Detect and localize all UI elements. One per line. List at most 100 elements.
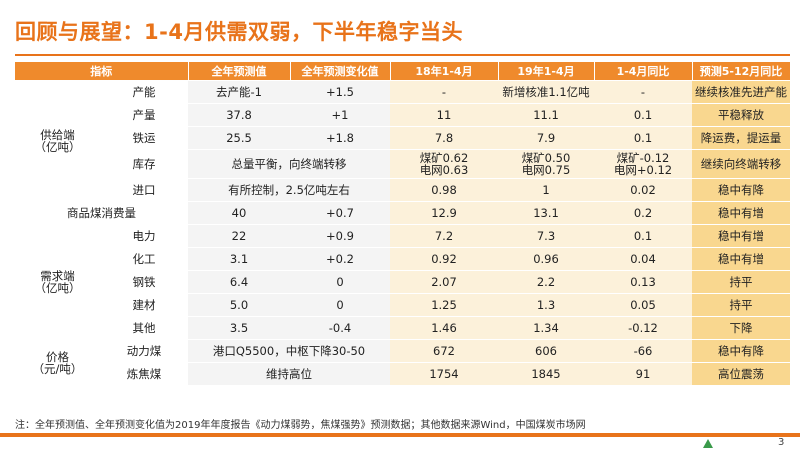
forecast-change: +1.8	[290, 126, 390, 150]
value-2019: 煤矿0.50 电网0.75	[498, 149, 594, 179]
value-2018: 1.25	[390, 293, 498, 317]
table-row: 供给端 （亿吨） 产能 去产能-1 +1.5 - 新增核准1.1亿吨 - 继续核…	[15, 80, 790, 202]
category-demand-label: 需求端	[40, 269, 75, 283]
value-2018: 1754	[390, 362, 498, 385]
forecast-merged: 港口Q5500，中枢下降30-50	[188, 339, 390, 363]
value-yoy-mine: 煤矿-0.12	[616, 151, 670, 165]
value-yoy: 0.1	[594, 103, 692, 127]
value-2018: 12.9	[390, 201, 498, 225]
value-yoy: 0.02	[594, 178, 692, 202]
row-item: 电力	[100, 224, 188, 248]
forecast-value: 3.5	[188, 316, 290, 340]
row-item: 库存	[100, 149, 188, 179]
page-title: 回顾与展望：1-4月供需双弱，下半年稳字当头	[15, 20, 463, 44]
value-2018: 7.8	[390, 126, 498, 150]
value-2018: 1.46	[390, 316, 498, 340]
table-row: 建材 5.0 0 1.25 1.3 0.05 持平	[15, 293, 790, 317]
prediction: 持平	[692, 270, 790, 294]
value-2019: 新增核准1.1亿吨	[498, 80, 594, 104]
forecast-value: 5.0	[188, 293, 290, 317]
value-2018: -	[390, 80, 498, 104]
value-2018: 11	[390, 103, 498, 127]
row-item: 炼焦煤	[100, 362, 188, 385]
value-yoy: 0.05	[594, 293, 692, 317]
row-item: 动力煤	[100, 339, 188, 363]
forecast-change: 0	[290, 293, 390, 317]
value-2019: 13.1	[498, 201, 594, 225]
value-2018: 0.92	[390, 247, 498, 271]
forecast-change: 0	[290, 270, 390, 294]
value-2019: 7.3	[498, 224, 594, 248]
value-yoy: 0.13	[594, 270, 692, 294]
table-row: 库存 总量平衡，向终端转移 煤矿0.62 电网0.63 煤矿0.50 电网0.7…	[15, 149, 790, 179]
row-item: 铁运	[100, 126, 188, 150]
row-item: 商品煤消费量	[15, 201, 188, 225]
col-header-yoy: 1-4月同比	[594, 62, 693, 81]
forecast-value: 25.5	[188, 126, 290, 150]
value-yoy: 0.1	[594, 224, 692, 248]
col-header-forecast: 全年预测值	[188, 62, 291, 81]
value-2018: 煤矿0.62 电网0.63	[390, 149, 498, 179]
category-price-label: 价格	[46, 349, 69, 364]
value-2019: 1	[498, 178, 594, 202]
table-row: 价格 （元/吨） 动力煤 港口Q5500，中枢下降30-50 672 606 -…	[15, 339, 790, 385]
value-2018: 0.98	[390, 178, 498, 202]
value-2019-grid: 电网0.75	[521, 163, 571, 177]
col-header-2019: 19年1-4月	[498, 62, 595, 81]
forecast-change: +0.7	[290, 201, 390, 225]
forecast-change: +0.9	[290, 224, 390, 248]
forecast-change: +0.2	[290, 247, 390, 271]
value-yoy: 0.04	[594, 247, 692, 271]
prediction: 高位震荡	[692, 362, 790, 385]
value-2019: 606	[498, 339, 594, 363]
table-row: 产量 37.8 +1 11 11.1 0.1 平稳释放	[15, 103, 790, 127]
category-demand: 需求端 （亿吨）	[15, 224, 100, 340]
col-header-change: 全年预测变化值	[290, 62, 391, 81]
table-row: 需求端 （亿吨） 电力 22 +0.9 7.2 7.3 0.1 稳中有增	[15, 224, 790, 340]
table-row: 炼焦煤 维持高位 1754 1845 91 高位震荡	[15, 362, 790, 385]
prediction: 稳中有降	[692, 178, 790, 202]
value-yoy: 0.1	[594, 126, 692, 150]
prediction: 稳中有增	[692, 201, 790, 225]
col-header-2018: 18年1-4月	[390, 62, 499, 81]
category-demand-unit: （亿吨）	[34, 281, 81, 295]
header-row: 指标 全年预测值 全年预测变化值 18年1-4月 19年1-4月 1-4月同比 …	[15, 62, 791, 81]
row-item: 其他	[100, 316, 188, 340]
value-2019: 0.96	[498, 247, 594, 271]
table-row: 其他 3.5 -0.4 1.46 1.34 -0.12 下降	[15, 316, 790, 340]
forecast-merged: 有所控制，2.5亿吨左右	[188, 178, 390, 202]
value-2019: 2.2	[498, 270, 594, 294]
forecast-change: +1	[290, 103, 390, 127]
forecast-value: 3.1	[188, 247, 290, 271]
value-2018-grid: 电网0.63	[419, 163, 469, 177]
prediction: 继续核准先进产能	[692, 80, 790, 104]
value-2019: 1.3	[498, 293, 594, 317]
row-item: 产量	[100, 103, 188, 127]
forecast-merged: 总量平衡，向终端转移	[188, 149, 390, 179]
prediction: 继续向终端转移	[692, 149, 790, 179]
row-item: 进口	[100, 178, 188, 202]
footer-bar	[0, 433, 800, 437]
row-item: 钢铁	[100, 270, 188, 294]
value-yoy-grid: 电网+0.12	[613, 163, 673, 177]
prediction: 稳中有降	[692, 339, 790, 363]
value-yoy: 煤矿-0.12 电网+0.12	[594, 149, 692, 179]
value-2018: 7.2	[390, 224, 498, 248]
value-2019: 7.9	[498, 126, 594, 150]
coal-forecast-table: 指标 全年预测值 全年预测变化值 18年1-4月 19年1-4月 1-4月同比 …	[15, 62, 791, 385]
forecast-value: 40	[188, 201, 290, 225]
value-2019: 1.34	[498, 316, 594, 340]
row-item: 产能	[100, 80, 188, 104]
table-row: 商品煤消费量 40 +0.7 12.9 13.1 0.2 稳中有增	[15, 201, 790, 225]
table-row: 进口 有所控制，2.5亿吨左右 0.98 1 0.02 稳中有降	[15, 178, 790, 202]
forecast-value: 6.4	[188, 270, 290, 294]
prediction: 稳中有增	[692, 247, 790, 271]
col-header-indicator: 指标	[15, 62, 189, 81]
category-supply-unit: （亿吨）	[34, 140, 81, 154]
prediction: 稳中有增	[692, 224, 790, 248]
value-yoy: 91	[594, 362, 692, 385]
value-2018: 2.07	[390, 270, 498, 294]
title-underline	[15, 54, 790, 56]
category-price: 价格 （元/吨）	[15, 339, 100, 385]
category-supply-label: 供给端	[40, 128, 75, 142]
